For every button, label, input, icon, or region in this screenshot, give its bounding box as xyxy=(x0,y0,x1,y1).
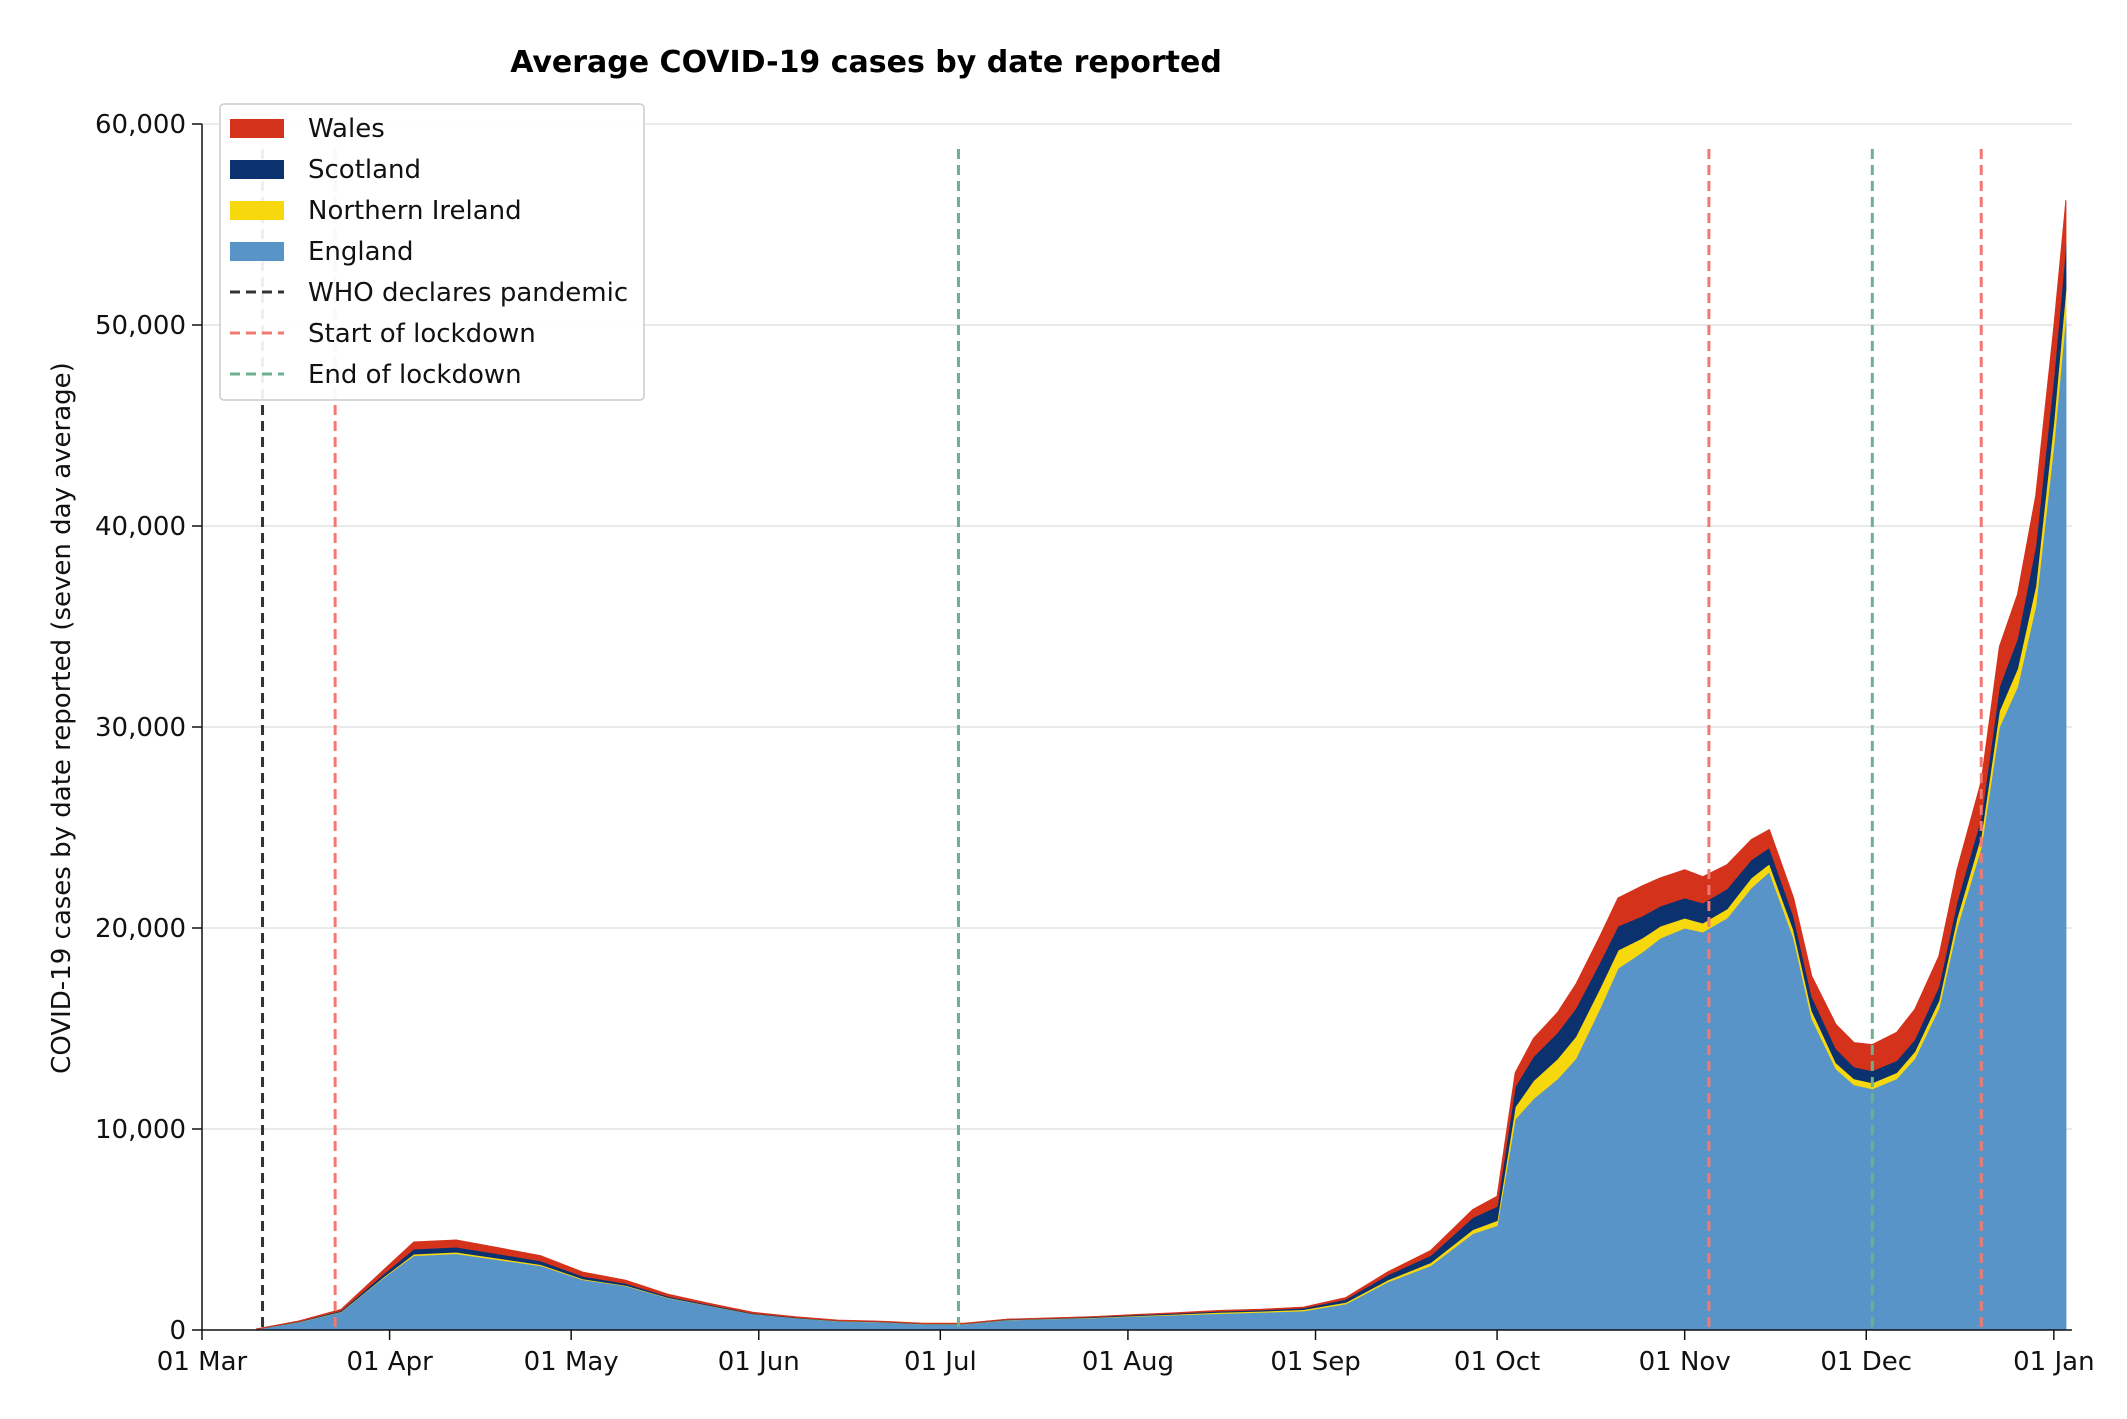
area-layer xyxy=(256,199,2067,1331)
y-tick-label-1: 10,000 xyxy=(95,1115,186,1145)
x-tick-label-3: 01 Jun xyxy=(718,1347,800,1377)
legend-swatch-england xyxy=(230,242,284,261)
legend-box xyxy=(219,103,645,401)
y-tick-label-2: 20,000 xyxy=(95,914,186,944)
legend-label-wales: Wales xyxy=(308,114,385,144)
legend-label-start-of-lockdown: Start of lockdown xyxy=(308,319,536,349)
x-tick-label-10: 01 Jan xyxy=(2013,1347,2094,1377)
legend-label-end-of-lockdown: End of lockdown xyxy=(308,360,522,390)
x-tick-label-4: 01 Jul xyxy=(904,1347,977,1377)
x-tick-label-2: 01 May xyxy=(524,1347,619,1377)
x-tick-label-7: 01 Oct xyxy=(1454,1347,1540,1377)
x-tick-label-5: 01 Aug xyxy=(1082,1347,1174,1377)
area-england xyxy=(256,314,2067,1331)
y-tick-label-4: 40,000 xyxy=(95,512,186,542)
legend-swatch-wales xyxy=(230,119,284,138)
axis-layer: 0 10,000 20,000 30,000 40,000 50,000 60,000 01 … xyxy=(95,110,2095,1377)
legend: Wales Scotland Northern Ireland England WHO … xyxy=(219,103,645,401)
legend-label-northern-ireland: Northern Ireland xyxy=(308,196,522,226)
x-tick-label-8: 01 Nov xyxy=(1639,1347,1731,1377)
y-tick-label-6: 60,000 xyxy=(95,110,186,140)
chart-title: Average COVID-19 cases by date reported xyxy=(510,45,1222,80)
y-tick-label-0: 0 xyxy=(169,1316,186,1346)
y-tick-label-5: 50,000 xyxy=(95,311,186,341)
legend-label-who-declares-pandemic: WHO declares pandemic xyxy=(308,278,628,308)
x-tick-label-6: 01 Sep xyxy=(1270,1347,1360,1377)
x-tick-label-1: 01 Apr xyxy=(346,1347,433,1377)
legend-swatch-scotland xyxy=(230,160,284,179)
legend-label-scotland: Scotland xyxy=(308,155,421,185)
legend-label-england: England xyxy=(308,237,414,267)
y-tick-label-3: 30,000 xyxy=(95,713,186,743)
legend-swatch-northern-ireland xyxy=(230,201,284,220)
area-wales xyxy=(256,199,2067,1330)
y-axis-label: COVID-19 cases by date reported (seven d… xyxy=(47,362,77,1074)
x-tick-label-9: 01 Dec xyxy=(1820,1347,1912,1377)
x-tick-label-0: 01 Mar xyxy=(157,1347,248,1377)
